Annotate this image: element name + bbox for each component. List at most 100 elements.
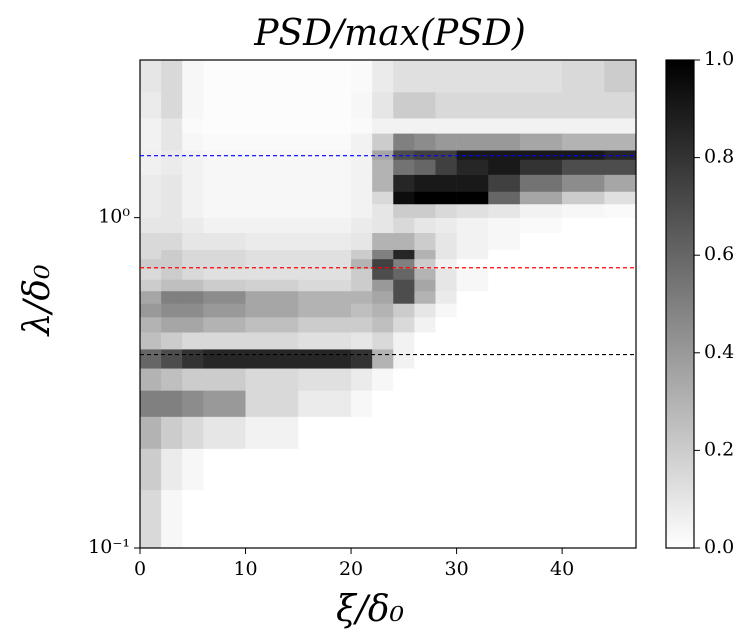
cell xyxy=(604,133,637,151)
cell xyxy=(519,416,563,449)
cell xyxy=(488,159,521,175)
cell xyxy=(393,279,415,292)
cell xyxy=(414,258,436,270)
cell xyxy=(298,368,352,391)
cell xyxy=(562,174,605,192)
cell xyxy=(393,217,415,234)
cell xyxy=(519,390,563,417)
cell xyxy=(562,60,605,93)
cell xyxy=(182,232,204,250)
cell xyxy=(488,191,521,205)
cell xyxy=(161,249,183,260)
cell xyxy=(562,332,605,350)
cell xyxy=(456,203,489,218)
cell xyxy=(298,332,352,350)
cell xyxy=(182,203,204,218)
cell xyxy=(182,258,204,270)
cell xyxy=(182,133,204,151)
cell xyxy=(456,303,489,318)
cell xyxy=(372,258,394,270)
cell xyxy=(351,60,373,93)
cell xyxy=(140,258,162,270)
cell xyxy=(435,60,457,93)
cell xyxy=(435,279,457,292)
cell xyxy=(298,489,352,549)
cell xyxy=(435,118,457,134)
cell xyxy=(414,60,436,93)
cell xyxy=(393,249,415,260)
cell xyxy=(519,92,563,119)
cell xyxy=(203,92,246,119)
cell xyxy=(393,232,415,250)
cell xyxy=(140,249,162,260)
cell xyxy=(182,489,204,549)
cell xyxy=(351,279,373,292)
cell xyxy=(393,60,415,93)
cell xyxy=(372,416,394,449)
cell xyxy=(161,448,183,491)
cell xyxy=(182,448,204,491)
cell xyxy=(435,390,457,417)
cell xyxy=(140,349,162,369)
cell xyxy=(604,303,637,318)
cell xyxy=(203,279,246,292)
cell xyxy=(203,332,246,350)
cell xyxy=(140,368,162,391)
cell xyxy=(393,448,415,491)
cell xyxy=(182,150,204,160)
cell xyxy=(456,290,489,304)
cell xyxy=(203,150,246,160)
cell xyxy=(393,489,415,549)
cell xyxy=(604,191,637,205)
cell xyxy=(519,159,563,175)
cell xyxy=(435,368,457,391)
cell xyxy=(203,448,246,491)
cell xyxy=(161,232,183,250)
cell xyxy=(604,448,637,491)
cell xyxy=(562,232,605,250)
cell xyxy=(203,390,246,417)
cell xyxy=(245,332,299,350)
cell xyxy=(298,92,352,119)
cell xyxy=(604,416,637,449)
cell xyxy=(351,390,373,417)
cell xyxy=(393,317,415,333)
cell xyxy=(435,159,457,175)
cell xyxy=(140,279,162,292)
cell xyxy=(298,258,352,270)
cell xyxy=(182,60,204,93)
cell xyxy=(414,249,436,260)
cell xyxy=(456,249,489,260)
cell xyxy=(161,133,183,151)
cell xyxy=(604,290,637,304)
cell xyxy=(435,232,457,250)
cell xyxy=(351,303,373,318)
cell xyxy=(351,217,373,234)
cell xyxy=(298,232,352,250)
cell xyxy=(140,448,162,491)
cell xyxy=(140,159,162,175)
cell xyxy=(182,390,204,417)
cell xyxy=(161,258,183,270)
cell xyxy=(562,349,605,369)
cell xyxy=(298,159,352,175)
cell xyxy=(456,217,489,234)
cell xyxy=(140,92,162,119)
cell xyxy=(393,390,415,417)
cell xyxy=(372,150,394,160)
cell xyxy=(488,349,521,369)
cell xyxy=(203,174,246,192)
cell xyxy=(604,279,637,292)
cell xyxy=(519,258,563,270)
cell xyxy=(298,133,352,151)
cell xyxy=(203,290,246,304)
cell xyxy=(604,217,637,234)
cell xyxy=(245,303,299,318)
cell xyxy=(562,203,605,218)
cell xyxy=(456,92,489,119)
cell xyxy=(245,92,299,119)
cell xyxy=(435,174,457,192)
cell xyxy=(488,279,521,292)
cell xyxy=(298,279,352,292)
cell xyxy=(140,303,162,318)
